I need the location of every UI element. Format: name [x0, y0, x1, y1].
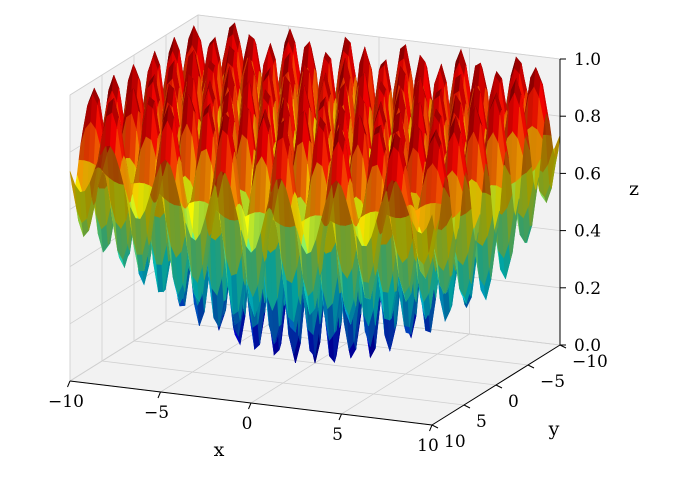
grid-line-z-left	[69, 14, 199, 96]
grid-line-z-back	[197, 14, 561, 60]
surface-mesh	[69, 22, 561, 364]
grid-line-y-floor	[101, 360, 465, 406]
grid-line-z-left	[69, 300, 199, 382]
grid-line-y-floor	[165, 320, 529, 366]
